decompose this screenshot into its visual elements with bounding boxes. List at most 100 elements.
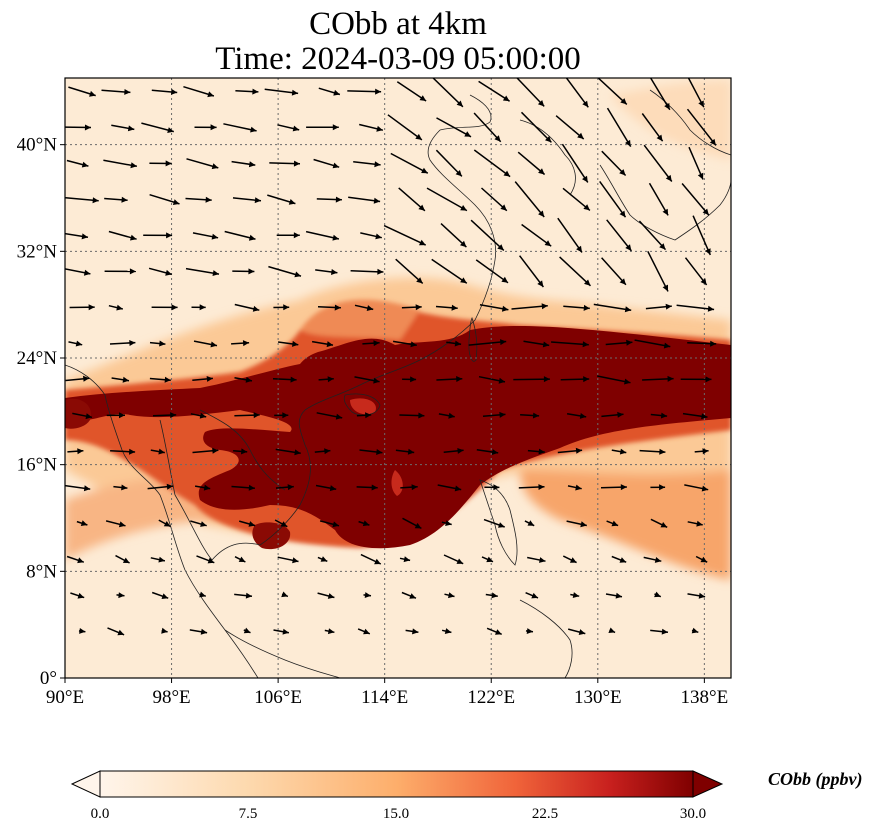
- wind-vector-head: [329, 485, 337, 492]
- plume-core: [65, 325, 731, 550]
- wind-vector-head: [83, 375, 90, 382]
- wind-vector-head: [121, 484, 128, 491]
- wind-vector-head: [92, 197, 99, 204]
- wind-vector-head: [626, 339, 633, 346]
- wind-vector-head: [575, 484, 582, 491]
- wind-vector-shaft: [676, 304, 715, 311]
- lat-tick-label-0: 0°: [40, 668, 57, 689]
- wind-vector-head: [497, 244, 504, 251]
- wind-vector-head: [121, 196, 128, 203]
- wind-vector-head: [171, 304, 178, 311]
- wind-vector-head: [130, 234, 137, 241]
- wind-vector-shaft: [470, 219, 505, 251]
- wind-vector-head: [664, 103, 670, 110]
- map-panel: [65, 78, 731, 678]
- wind-vector-head: [527, 520, 535, 526]
- wind-vector-head: [210, 341, 217, 348]
- wind-vector-head: [455, 170, 462, 177]
- wind-vector-head: [707, 305, 715, 312]
- wind-vector-head: [250, 126, 257, 133]
- wind-vector-head: [662, 284, 668, 292]
- wind-vector-head: [211, 163, 219, 170]
- lon-tick-label-5: 130°E: [574, 687, 622, 708]
- wind-vector-head: [89, 90, 96, 97]
- wind-vector-head: [327, 376, 334, 383]
- wind-vector-head: [84, 124, 91, 131]
- wind-vector-head: [659, 484, 666, 491]
- colorbar-tick-1: 7.5: [238, 806, 258, 822]
- wind-vector-head: [619, 210, 626, 218]
- wind-vector-head: [124, 89, 131, 95]
- wind-vector-head: [281, 591, 288, 598]
- wind-vector-head: [122, 557, 130, 563]
- wind-vector-head: [171, 88, 178, 95]
- wind-vector-head: [238, 556, 246, 562]
- wind-vector-shaft: [473, 149, 511, 178]
- wind-vector-head: [81, 161, 89, 168]
- wind-vector-shaft: [432, 78, 464, 108]
- wind-vector-head: [129, 448, 136, 455]
- wind-vector-head: [659, 448, 666, 455]
- wind-vector-shaft: [521, 223, 552, 247]
- wind-vector-head: [373, 197, 381, 204]
- wind-vector-shaft: [638, 220, 667, 251]
- wind-vector-head: [206, 376, 213, 382]
- wind-vector-head: [625, 244, 632, 251]
- wind-vector-head: [661, 628, 668, 635]
- wind-vector-head: [619, 557, 627, 563]
- wind-vector-head: [376, 125, 383, 132]
- wind-vector-head: [501, 305, 509, 312]
- wind-vector-shaft: [551, 341, 589, 346]
- wind-vector-head: [537, 280, 544, 287]
- colorbar-bar: [99, 770, 694, 798]
- wind-vector-head: [464, 131, 471, 137]
- wind-vector-shaft: [606, 107, 632, 147]
- wind-vector-head: [419, 95, 427, 101]
- map-frame: [64, 77, 732, 679]
- wind-vector-head: [282, 412, 289, 419]
- wind-vector-shaft: [643, 144, 673, 182]
- wind-vector-head: [448, 412, 455, 419]
- wind-vector-head: [456, 376, 463, 382]
- wind-vector-head: [166, 232, 173, 239]
- wind-vector-head: [245, 376, 252, 383]
- wind-vector-head: [454, 485, 462, 492]
- wind-vector-head: [411, 484, 418, 491]
- lat-tick-label-4: 32°N: [17, 241, 58, 262]
- wind-vector-shaft: [519, 255, 544, 288]
- wind-vector-head: [611, 520, 619, 527]
- wind-vector-head: [498, 377, 505, 384]
- wind-vector-head: [376, 449, 383, 455]
- wind-vector-head: [327, 593, 335, 599]
- wind-vector-head: [454, 340, 462, 347]
- wind-vector-head: [243, 627, 251, 634]
- wind-vector-head: [211, 233, 219, 240]
- colorbar-tick-4: 30.0: [679, 806, 707, 822]
- wind-vector-head: [282, 628, 289, 635]
- wind-vector-head: [624, 378, 631, 385]
- wind-vector-head: [410, 376, 417, 383]
- wind-vector-head: [542, 341, 550, 348]
- wind-vector-head: [500, 339, 507, 346]
- wind-vector-shaft: [606, 219, 632, 252]
- wind-vector-shaft: [559, 256, 592, 287]
- wind-vector-shaft: [520, 111, 552, 143]
- wind-vector-head: [421, 167, 428, 174]
- wind-vector-head: [410, 341, 417, 348]
- wind-vector-head: [334, 304, 341, 311]
- wind-vector-head: [170, 412, 177, 419]
- wind-vector-head: [460, 240, 467, 248]
- wind-vector-head: [660, 412, 668, 419]
- wind-vector-head: [415, 304, 422, 311]
- wind-vector-shaft: [435, 149, 463, 177]
- wind-vector-shaft: [686, 108, 717, 146]
- lon-tick-label-6: 138°E: [681, 687, 729, 708]
- wind-vector-head: [363, 628, 370, 635]
- wind-vector-head: [451, 304, 458, 311]
- wind-vector-head: [248, 234, 256, 241]
- wind-vector-head: [335, 196, 342, 203]
- wind-vector-shaft: [634, 339, 671, 348]
- wind-vector-head: [283, 304, 290, 311]
- colorbar: [70, 770, 724, 798]
- wind-vector-head: [412, 628, 419, 635]
